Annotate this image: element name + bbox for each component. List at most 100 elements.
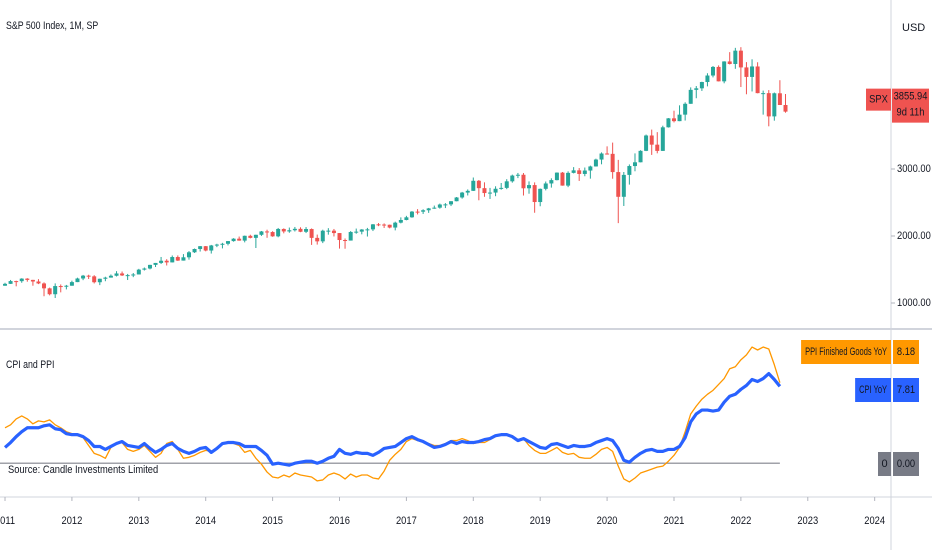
series-line	[3, 372, 782, 467]
candle-body	[716, 66, 721, 82]
candle-body	[136, 269, 141, 275]
x-tick-label: 2022	[730, 515, 751, 527]
candle-body	[538, 188, 543, 203]
x-tick-label: 2011	[0, 515, 15, 527]
candle-body	[287, 230, 292, 232]
candle-body	[19, 278, 24, 282]
candle-body	[460, 192, 465, 198]
candle-body	[298, 228, 303, 232]
candle-body	[766, 93, 771, 117]
x-tick-label: 2021	[664, 515, 685, 527]
candle-body	[36, 281, 41, 284]
chart-title: S&P 500 Index, 1M, SP	[6, 20, 98, 32]
candle-body	[532, 185, 537, 203]
candle-body	[437, 204, 442, 208]
candle-body	[114, 273, 119, 276]
candle-body	[86, 275, 91, 277]
candle-body	[81, 275, 86, 279]
candle-body	[705, 75, 710, 83]
candle-body	[108, 275, 113, 278]
candle-body	[588, 166, 593, 171]
candle-body	[744, 67, 749, 77]
x-tick-label: 2012	[62, 515, 83, 527]
x-tick-label: 2016	[329, 515, 350, 527]
candle-body	[370, 224, 375, 230]
candle-body	[577, 170, 582, 174]
candle-body	[571, 170, 576, 173]
candle-body	[64, 285, 69, 287]
candle-body	[225, 241, 230, 244]
candle-body	[454, 197, 459, 202]
legend-name: CPI YoY	[859, 384, 887, 396]
y-tick-label: 3000.00	[897, 163, 931, 175]
x-tick-label: 2020	[597, 515, 618, 527]
candle-body	[147, 264, 152, 269]
symbol-label: SPX	[869, 94, 888, 106]
x-tick-label: 2018	[463, 515, 484, 527]
candle-body	[69, 282, 74, 286]
candle-body	[265, 231, 270, 233]
candle-body	[209, 245, 214, 251]
candle-body	[699, 82, 704, 89]
source-annotation: Source: Candle Investments Limited	[8, 464, 158, 476]
candle-body	[25, 278, 30, 280]
candle-body	[554, 172, 559, 181]
candle-body	[153, 262, 158, 265]
candle-body	[237, 238, 242, 241]
candle-body	[337, 233, 342, 241]
candle-body	[694, 88, 699, 90]
candle-body	[621, 174, 626, 197]
candle-body	[203, 246, 208, 251]
candle-body	[242, 235, 247, 241]
candle-body	[733, 50, 738, 64]
candle-body	[432, 207, 437, 209]
candle-body	[393, 222, 398, 228]
candle-body	[181, 257, 186, 261]
candle-body	[415, 211, 420, 213]
series-line	[4, 346, 781, 483]
x-tick-label: 2023	[797, 515, 818, 527]
zero-value: 0.00	[897, 458, 915, 470]
candle-body	[772, 93, 777, 117]
x-tick-label: 2013	[128, 515, 149, 527]
candle-body	[722, 61, 727, 82]
legend-name-bg	[855, 378, 891, 402]
candle-body	[660, 127, 665, 151]
candle-body	[632, 162, 637, 167]
price-label-bg	[892, 88, 929, 123]
candle-body	[488, 192, 493, 194]
candle-body	[493, 188, 498, 193]
candle-body	[605, 153, 610, 155]
x-tick-label: 2014	[195, 515, 216, 527]
candle-body	[710, 66, 715, 76]
candle-body	[120, 273, 125, 276]
candle-body	[404, 217, 409, 220]
candle-body	[783, 105, 788, 112]
last-price-label: 3855.94	[894, 91, 928, 103]
candle-body	[259, 231, 264, 235]
candle-body	[320, 230, 325, 242]
candle-body	[304, 229, 309, 232]
candle-body	[164, 260, 169, 263]
candle-body	[638, 150, 643, 163]
candle-body	[192, 248, 197, 253]
candle-body	[409, 211, 414, 218]
candle-body	[515, 174, 520, 176]
candle-body	[103, 277, 108, 279]
legend-value-bg	[893, 340, 919, 364]
candle-body	[449, 201, 454, 205]
candle-body	[549, 180, 554, 184]
candle-body	[214, 244, 219, 246]
candle-body	[644, 135, 649, 151]
candle-body	[198, 246, 203, 249]
symbol-label-bg	[866, 88, 891, 111]
x-tick-label: 2024	[864, 515, 885, 527]
candle-body	[482, 188, 487, 194]
candle-body	[727, 61, 732, 64]
candle-body	[354, 231, 359, 233]
candle-body	[610, 153, 615, 173]
candle-body	[683, 103, 688, 115]
y-tick-label: 2000.00	[897, 230, 931, 242]
